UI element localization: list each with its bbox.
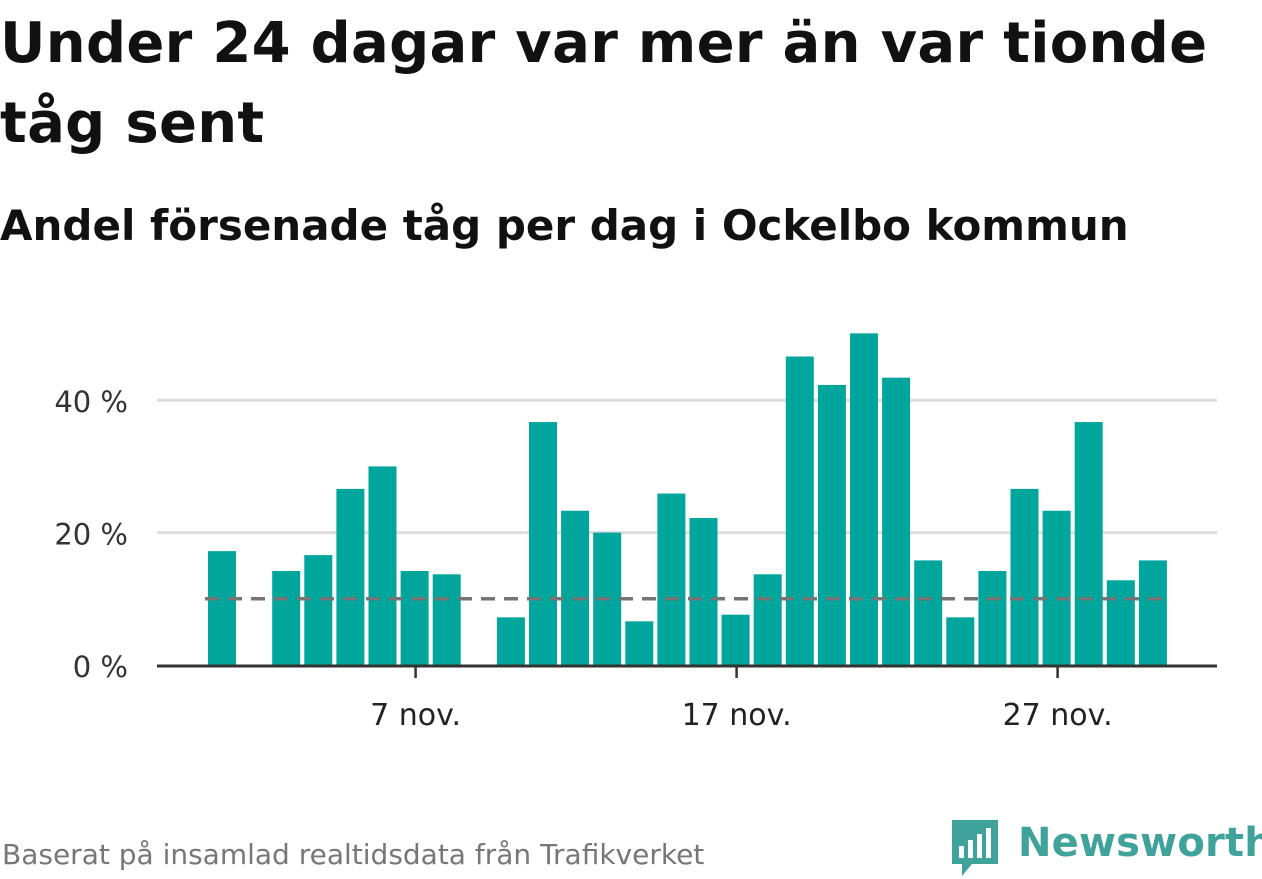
bar-26-nov (1010, 488, 1039, 665)
bars (208, 333, 1167, 665)
bar-7-nov (400, 570, 429, 665)
axes (157, 664, 1217, 678)
bar-10-nov (496, 617, 525, 665)
y-tick-label: 40 % (54, 385, 128, 419)
bar-16-nov (689, 518, 718, 665)
bar-21-nov (850, 333, 878, 665)
bar-22-nov (882, 377, 911, 665)
bar-30-nov (1138, 560, 1167, 665)
bar-3-nov (272, 570, 301, 665)
bar-28-nov (1074, 422, 1103, 665)
bar-11-nov (529, 422, 557, 665)
bar-25-nov (978, 570, 1007, 665)
chart-title: Under 24 dagar var mer än var tionde tåg… (0, 11, 1208, 156)
bar-4-nov (304, 555, 333, 665)
bar-15-nov (657, 493, 686, 665)
bar-19-nov (785, 356, 814, 665)
x-tick-label: 7 nov. (370, 698, 461, 733)
x-tick-label: 27 nov. (1003, 698, 1113, 733)
bar-27-nov (1042, 510, 1071, 665)
bar-17-nov (721, 614, 750, 665)
bar-29-nov (1106, 580, 1135, 665)
bar-12-nov (561, 510, 590, 665)
y-tick-label: 0 % (73, 650, 128, 684)
tick-labels: 0 % 20 % 40 % 7 nov. 17 nov. 27 nov. (54, 385, 1112, 733)
bar-18-nov (753, 574, 782, 665)
y-tick-label: 20 % (54, 518, 128, 552)
brand-name: Newsworthy (1018, 820, 1262, 866)
x-tick-label: 17 nov. (682, 698, 792, 733)
bar-23-nov (914, 560, 943, 665)
bar-5-nov (336, 488, 365, 665)
newsworthy-logo-icon (952, 820, 998, 876)
bar-24-nov (946, 617, 975, 665)
source-note: Baserat på insamlad realtidsdata från Tr… (2, 838, 705, 871)
bar-1-nov (208, 551, 236, 665)
brand-logo[interactable]: Newsworthy (950, 818, 1262, 878)
bar-20-nov (817, 384, 846, 665)
bar-14-nov (625, 621, 654, 665)
bar-6-nov (368, 466, 397, 665)
chart-subtitle: Andel försenade tåg per dag i Ockelbo ko… (0, 201, 1129, 250)
gridlines (157, 398, 1217, 535)
bar-chart: 0 % 20 % 40 % 7 nov. 17 nov. 27 nov. (54, 333, 1217, 733)
bar-8-nov (432, 574, 461, 665)
